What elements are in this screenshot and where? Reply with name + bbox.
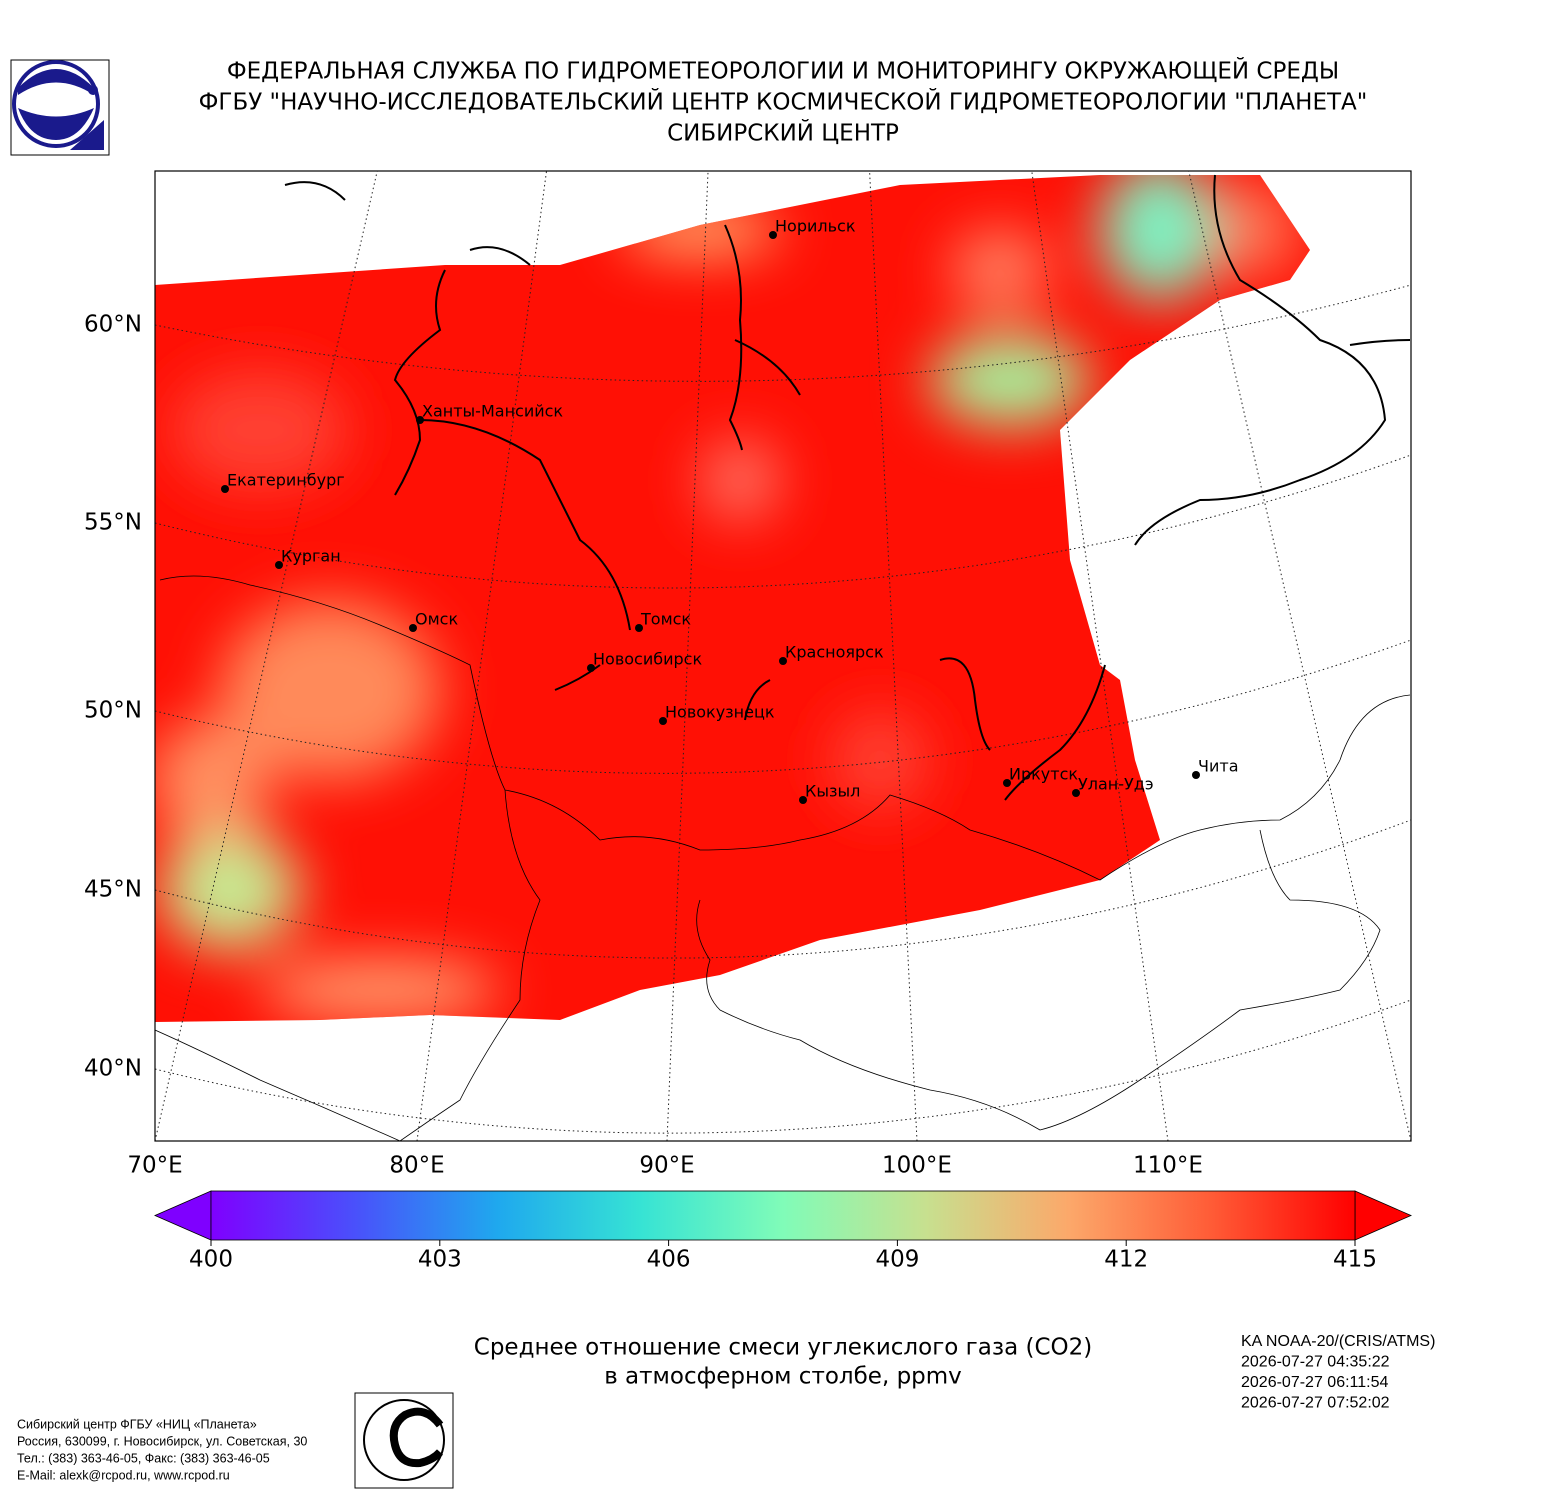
city-label: Екатеринбург [227,471,345,490]
city-marker [799,796,807,804]
lon-label: 100°E [882,1153,952,1179]
parallel [155,454,1411,589]
caption: в атмосферном столбе, ppmv [604,1364,962,1390]
city-marker [769,231,777,239]
header-line: ФГБУ "НАУЧНО-ИССЛЕДОВАТЕЛЬСКИЙ ЦЕНТР КОС… [199,88,1368,116]
city-label: Новосибирск [593,650,702,669]
city-marker [659,717,667,725]
lon-label: 90°E [639,1153,694,1179]
lat-label: 45°N [84,877,142,903]
map: Норильск Ханты-Мансийск Екатеринбург Курган… [155,171,1411,1141]
lat-label: 60°N [84,312,142,338]
colorbar-tick-label: 412 [1104,1247,1148,1273]
city-label: Ханты-Мансийск [422,402,563,421]
header-line: ФЕДЕРАЛЬНАЯ СЛУЖБА ПО ГИДРОМЕТЕОРОЛОГИИ … [227,57,1339,85]
colorbar-tick-label: 403 [418,1247,462,1273]
city-label: Омск [415,610,458,629]
graticule [155,171,1411,1141]
city-marker [635,624,643,632]
colorbar-tick-label: 400 [189,1247,233,1273]
parallel [155,999,1411,1134]
map-frame [154,170,1412,1142]
lon-label: 70°E [127,1153,182,1179]
city-marker [416,416,424,424]
meridian [1188,171,1411,1141]
colorbar-tick-label: 415 [1333,1247,1377,1273]
colorbar-scale [210,1190,1356,1241]
satellite-info: 2026-07-27 04:35:22 [1241,1354,1390,1371]
header-line: СИБИРСКИЙ ЦЕНТР [667,119,899,147]
footer-line: Тел.: (383) 363-46-05, Факс: (383) 363-4… [17,1451,270,1465]
lon-label: 110°E [1133,1153,1203,1179]
satellite-info: 2026-07-27 07:52:02 [1241,1395,1390,1412]
lat-label: 40°N [84,1056,142,1082]
iso-logo [354,1392,454,1489]
lat-label: 55°N [84,510,142,536]
city-marker [221,485,229,493]
city-label: Новокузнецк [665,703,775,722]
map-labels: 60°N 55°N 50°N 45°N 40°N 70°E 80°E 90°E 100°E 110… [84,312,1203,1179]
caption: Среднее отношение смеси углекислого газа… [474,1335,1092,1361]
meridian [155,171,378,1141]
city-label: Кызыл [805,782,860,801]
colorbar-tick-label: 409 [875,1247,919,1273]
city-marker [1003,779,1011,787]
city-marker [779,657,787,665]
satellite-info: KA NOAA-20/(CRIS/ATMS) [1241,1333,1435,1350]
city-marker [587,664,595,672]
city-marker [1192,771,1200,779]
parallel [155,639,1411,774]
city-marker [409,624,417,632]
header: ФЕДЕРАЛЬНАЯ СЛУЖБА ПО ГИДРОМЕТЕОРОЛОГИИ … [199,57,1368,147]
colorbar-extend-low [154,1190,212,1241]
footer-line: E-Mail: alexk@rcpod.ru, www.rcpod.ru [17,1468,230,1482]
colorbar-tick-label: 406 [647,1247,691,1273]
texts: Среднее отношение смеси углекислого газа… [17,1333,1435,1482]
footer-line: Сибирский центр ФГБУ «НИЦ «Планета» [17,1417,257,1431]
coastlines-rivers [155,174,1411,1141]
city-label: Чита [1198,757,1239,776]
lat-label: 50°N [84,698,142,724]
city-label: Иркутск [1009,765,1078,784]
logo [10,59,110,156]
lon-label: 80°E [389,1153,444,1179]
city-label: Улан-Удэ [1078,775,1154,794]
colorbar: 400 403 406 409 412 415 [154,1190,1412,1273]
footer-line: Россия, 630099, г. Новосибирск, ул. Сове… [17,1434,307,1448]
satellite-info: 2026-07-27 06:11:54 [1241,1374,1388,1391]
city-marker [1072,789,1080,797]
city-label: Красноярск [785,643,884,662]
city-label: Норильск [775,217,856,236]
city-marker [275,561,283,569]
city-label: Курган [281,547,341,566]
city-label: Томск [640,610,691,629]
cities: Норильск Ханты-Мансийск Екатеринбург Курган… [221,217,1239,804]
colorbar-extend-high [1354,1190,1412,1241]
